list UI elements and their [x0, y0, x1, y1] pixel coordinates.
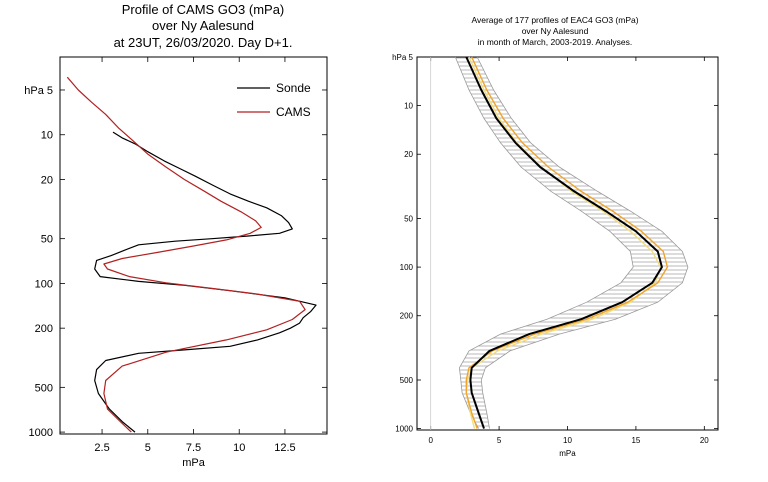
- left-chart: 2.5 5 7.5 10 12.5 hPa 5 10 20 50 100 200 500 1000 mPa…: [24, 56, 328, 469]
- left-y-tick-label: 10: [41, 130, 53, 142]
- right-x-tick-label: 5: [497, 436, 502, 445]
- right-y-tick-label: 100: [400, 263, 414, 272]
- right-y-tick-label: 200: [400, 312, 414, 321]
- right-x-axis-label: mPa: [559, 449, 576, 458]
- left-y-tick-label: 1000: [29, 427, 53, 439]
- left-chart-title: Profile of CAMS GO3 (mPa) over Ny Aalesu…: [58, 2, 348, 51]
- left-x-tick-label: 12.5: [274, 442, 295, 454]
- right-y-tick-label: 50: [404, 214, 413, 223]
- left-y-tick-label: hPa 5: [24, 85, 53, 97]
- left-y-tick-label: 200: [35, 323, 53, 335]
- left-x-tick-label: 10: [233, 442, 245, 454]
- left-title-line-3: at 23UT, 26/03/2020. Day D+1.: [113, 34, 293, 50]
- left-y-tick-label: 50: [41, 234, 53, 246]
- right-x-tick-label: 10: [563, 436, 572, 445]
- right-title-line-2: over Ny Aalesund: [521, 26, 589, 37]
- right-y-tick-label: 10: [404, 102, 413, 111]
- right-chart: 0 5 10 15 20 hPa 5 10 20 50 100 200 500 1000 mPa: [392, 53, 719, 458]
- left-y-tick-label: 500: [35, 382, 53, 394]
- right-y-tick-label: 20: [404, 150, 413, 159]
- right-title-line-3: in month of March, 2003-2019. Analyses.: [477, 37, 633, 48]
- left-x-axis-label: mPa: [182, 457, 206, 469]
- left-title-line-2: over Ny Aalesund: [152, 18, 254, 34]
- left-series-cams-line: [66, 76, 306, 433]
- right-x-tick-label: 0: [428, 436, 433, 445]
- right-y-tick-label: 1000: [395, 425, 413, 434]
- legend-label-sonde: Sonde: [276, 81, 311, 95]
- right-spread-band: [455, 57, 688, 429]
- left-x-tick-label: 7.5: [186, 442, 201, 454]
- left-y-tick-label: 20: [41, 174, 53, 186]
- right-title-line-1: Average of 177 profiles of EAC4 GO3 (mPa…: [471, 15, 639, 25]
- left-x-tick-label: 2.5: [94, 442, 109, 454]
- right-y-tick-label: hPa 5: [392, 53, 413, 62]
- right-series-orange-line: [465, 56, 669, 429]
- right-spread-upper-line: [476, 56, 689, 429]
- right-y-tick-label: 500: [400, 376, 414, 385]
- left-series-sonde-line: [94, 131, 317, 433]
- right-series-black-line: [465, 56, 663, 429]
- right-chart-title: Average of 177 profiles of EAC4 GO3 (mPa…: [420, 15, 690, 48]
- left-title-line-1: Profile of CAMS GO3 (mPa): [121, 2, 285, 17]
- left-x-tick-label: 5: [145, 442, 151, 454]
- legend-label-cams: CAMS: [276, 105, 311, 119]
- right-x-tick-label: 20: [700, 436, 709, 445]
- right-x-tick-label: 15: [631, 436, 640, 445]
- left-y-tick-label: 100: [35, 278, 53, 290]
- right-spread-lower-line: [454, 56, 634, 429]
